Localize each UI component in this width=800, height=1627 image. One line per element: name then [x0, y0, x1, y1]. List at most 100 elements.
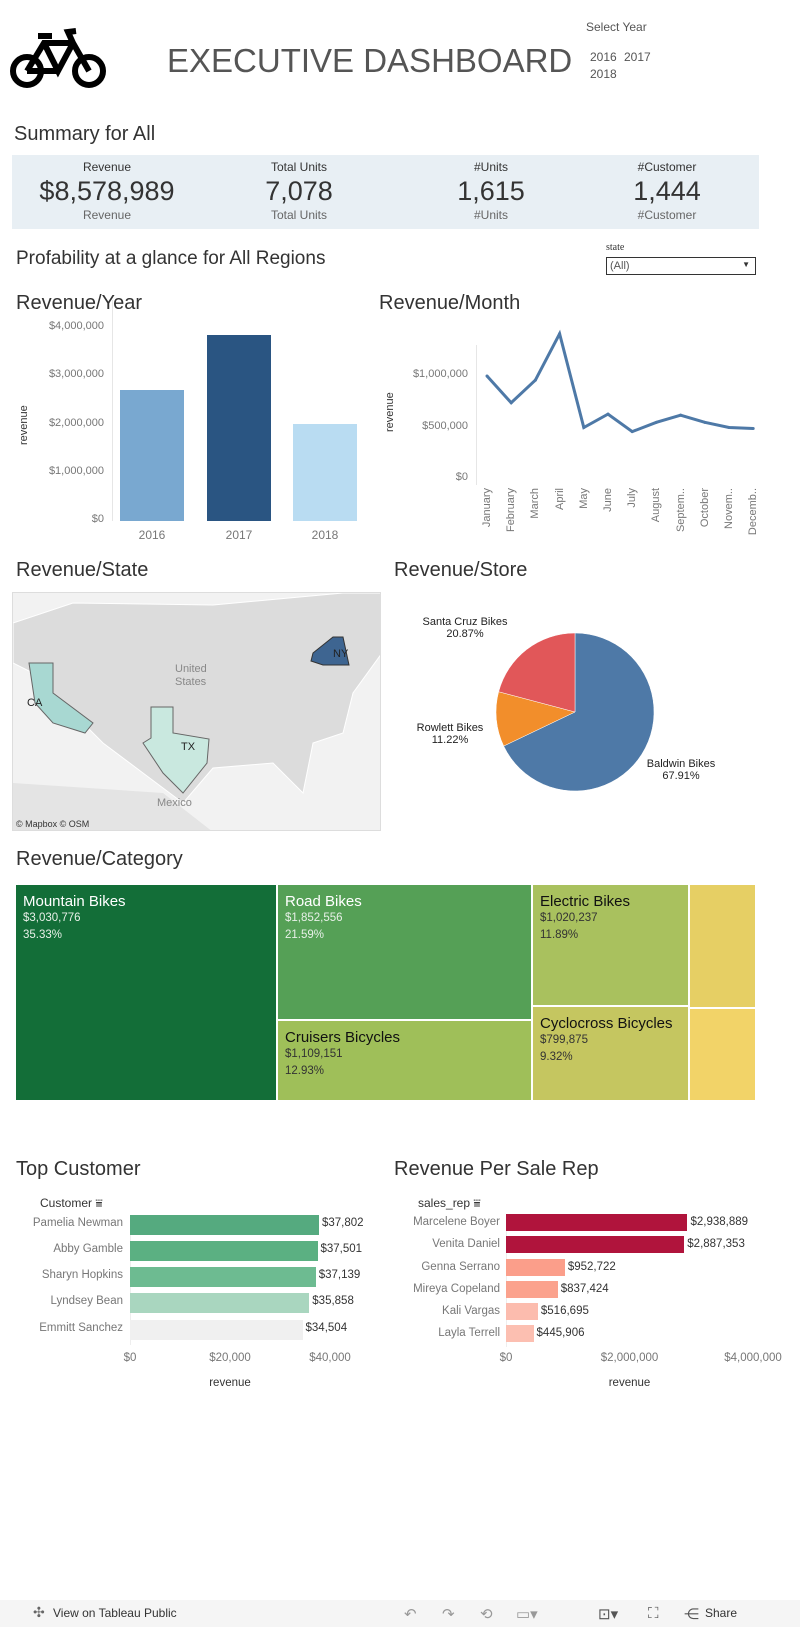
state-label-ca: CA: [27, 697, 43, 709]
kpi-units: #Units 1,615 #Units: [396, 155, 586, 222]
point-Septem..[interactable]: [679, 413, 683, 417]
tile-label: Mountain Bikes: [23, 893, 126, 910]
y-tick-label: $1,000,000: [48, 464, 104, 477]
value-label: $37,139: [318, 1269, 361, 1281]
point-March[interactable]: [533, 378, 537, 382]
bar[interactable]: [506, 1303, 538, 1320]
point-Novem..[interactable]: [727, 426, 731, 429]
kpi-label: #Units: [473, 160, 508, 174]
treemap-tile[interactable]: Road Bikes $1,852,556 21.59%: [278, 885, 531, 1019]
tile-value: $1,109,151: [285, 1048, 343, 1060]
year-option-2017[interactable]: 2017: [624, 50, 651, 64]
row-label: Lyndsey Bean: [50, 1295, 123, 1307]
x-tick-label: January: [481, 488, 493, 528]
tableau-logo-icon: ✣: [33, 1604, 45, 1620]
pie-slice-santa-cruz-bikes[interactable]: [498, 632, 576, 713]
state-ny[interactable]: [310, 636, 350, 666]
tableau-toolbar: ✣ View on Tableau Public ↶ ↷ ⟲ ▭▾ ⊡▾ ⛶ ⋲…: [0, 1600, 800, 1627]
state-tx[interactable]: [142, 706, 210, 794]
treemap-tile[interactable]: Cyclocross Bicycles $799,875 9.32%: [533, 1007, 688, 1100]
bar[interactable]: [506, 1236, 685, 1253]
tile-label: Electric Bikes: [540, 893, 631, 910]
revenue-category-title: Revenue/Category: [16, 848, 183, 870]
map-attribution[interactable]: © Mapbox © OSM: [16, 819, 90, 829]
point-June[interactable]: [606, 412, 610, 416]
point-May[interactable]: [582, 426, 586, 429]
year-filter-label: Select Year: [586, 20, 647, 34]
map-canvas: [13, 593, 380, 830]
y-axis-line: [112, 300, 113, 521]
x-axis-title: revenue: [608, 1377, 651, 1389]
view-on-tableau-link[interactable]: View on Tableau Public: [53, 1606, 177, 1620]
top-customer-title: Top Customer: [16, 1158, 141, 1180]
value-label: $37,802: [322, 1217, 364, 1229]
point-October[interactable]: [703, 420, 707, 424]
fullscreen-icon[interactable]: ⛶: [648, 1605, 659, 1622]
y-tick-label: $0: [455, 471, 468, 483]
place-label: United: [175, 663, 207, 675]
tile-pct: 11.89%: [540, 929, 579, 941]
x-tick-label: Novem..: [723, 488, 735, 529]
treemap-tile[interactable]: [690, 885, 755, 1007]
revenue-store-pie: [495, 632, 655, 792]
bar[interactable]: [130, 1241, 318, 1261]
point-April[interactable]: [558, 332, 562, 336]
bar[interactable]: [130, 1293, 310, 1313]
tile-value: $1,852,556: [285, 912, 343, 924]
revenue-state-map[interactable]: CA TX NY United States Mexico © Mapbox ©…: [12, 592, 381, 831]
redo-icon[interactable]: ↷: [442, 1606, 455, 1623]
kpi-sublabel: #Customer: [637, 208, 697, 222]
tile-value: $1,020,237: [540, 912, 598, 924]
kpi-customer: #Customer 1,444 #Customer: [572, 155, 762, 222]
point-July[interactable]: [630, 430, 634, 434]
pie-label-baldwin: Baldwin Bikes 67.91%: [646, 758, 716, 782]
download-icon[interactable]: ⊡▾: [598, 1606, 619, 1623]
share-icon[interactable]: ⋲: [684, 1606, 699, 1623]
year-option-2016[interactable]: 2016: [590, 50, 617, 64]
field-header: Customer ⩸: [40, 1196, 103, 1210]
refresh-icon[interactable]: ▭▾: [516, 1606, 538, 1623]
treemap-tile[interactable]: Mountain Bikes $3,030,776 35.33%: [16, 885, 276, 1100]
row-label: Pamelia Newman: [32, 1217, 123, 1229]
value-label: $516,695: [540, 1305, 589, 1317]
state-dropdown[interactable]: (All) ▼: [606, 257, 756, 275]
row-label: Kali Vargas: [442, 1305, 500, 1317]
tile-value: $799,875: [540, 1034, 588, 1046]
y-tick-label: $2,000,000: [48, 416, 104, 429]
treemap-tile[interactable]: Electric Bikes $1,020,237 11.89%: [533, 885, 688, 1005]
summary-title: Summary for All: [14, 123, 156, 145]
point-January[interactable]: [485, 374, 489, 378]
value-label: $837,424: [560, 1283, 609, 1295]
kpi-sublabel: #Units: [473, 208, 508, 222]
bar[interactable]: [506, 1214, 688, 1231]
x-tick-label: $0: [499, 1352, 513, 1364]
bar[interactable]: [506, 1281, 558, 1298]
pie-slice-baldwin-bikes[interactable]: [503, 632, 655, 792]
y-tick-label: $0: [91, 513, 104, 525]
point-February[interactable]: [509, 401, 513, 405]
bar[interactable]: [130, 1320, 303, 1340]
bar[interactable]: [506, 1325, 534, 1342]
revenue-line: [485, 329, 754, 434]
state-ca[interactable]: [28, 662, 94, 734]
treemap-tile[interactable]: Cruisers Bicycles $1,109,151 12.93%: [278, 1021, 531, 1100]
state-label-ny: NY: [333, 648, 349, 660]
point-Decemb..[interactable]: [751, 427, 755, 431]
row-label: Layla Terrell: [438, 1327, 500, 1339]
tile-pct: 35.33%: [23, 929, 63, 941]
year-option-2018[interactable]: 2018: [590, 67, 617, 81]
x-tick-label: April: [553, 488, 566, 511]
share-button[interactable]: Share: [705, 1606, 738, 1620]
point-August[interactable]: [654, 420, 658, 424]
bar[interactable]: [130, 1267, 316, 1287]
tile-value: $3,030,776: [23, 912, 81, 924]
treemap-tile[interactable]: [690, 1009, 755, 1100]
undo-icon[interactable]: ↶: [404, 1606, 417, 1623]
kpi-band: Revenue $8,578,989 Revenue Total Units 7,07…: [12, 155, 759, 229]
value-label: $2,938,889: [690, 1216, 749, 1228]
revert-icon[interactable]: ⟲: [480, 1606, 493, 1623]
x-tick-label: 2018: [311, 528, 339, 542]
bar[interactable]: [506, 1259, 565, 1276]
bar[interactable]: [130, 1215, 319, 1235]
